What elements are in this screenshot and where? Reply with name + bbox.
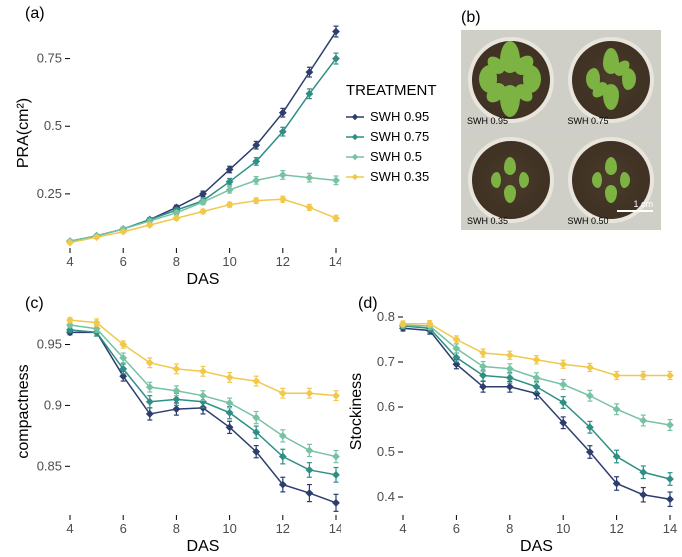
panel-a: 4 6 8 10 12 14 0.25 0.5 0.75 DAS PRA(cm²) (a) bbox=[0, 0, 341, 290]
svg-text:8: 8 bbox=[173, 521, 180, 536]
svg-text:SWH 0.75: SWH 0.75 bbox=[370, 129, 429, 144]
svg-text:0.9: 0.9 bbox=[44, 397, 62, 412]
svg-text:14: 14 bbox=[329, 254, 341, 269]
photo-grid: SWH 0.95 SWH 0.75 SWH 0.35 SWH 0.50 1 cm bbox=[461, 30, 661, 230]
pot-label: SWH 0.95 bbox=[467, 116, 508, 126]
svg-text:DAS: DAS bbox=[520, 538, 553, 555]
panel-d: 4 6 8 10 12 14 0.4 0.5 0.6 0.7 0.8 DAS Stockiness (d) bbox=[341, 290, 682, 557]
figure-container: 4 6 8 10 12 14 0.25 0.5 0.75 DAS PRA(cm²) (a) (b) TR… bbox=[0, 0, 682, 557]
panel-a-svg: 4 6 8 10 12 14 0.25 0.5 0.75 DAS PRA(cm²) (a) bbox=[0, 0, 341, 290]
svg-text:0.8: 0.8 bbox=[377, 309, 395, 324]
svg-text:0.95: 0.95 bbox=[37, 337, 62, 352]
svg-text:PRA(cm²): PRA(cm²) bbox=[15, 98, 32, 168]
svg-text:6: 6 bbox=[120, 254, 127, 269]
pot: SWH 0.75 bbox=[562, 30, 662, 130]
svg-text:8: 8 bbox=[506, 521, 513, 536]
svg-text:0.5: 0.5 bbox=[377, 444, 395, 459]
svg-text:(c): (c) bbox=[25, 295, 44, 312]
panel-c-svg: 4 6 8 10 12 14 0.85 0.9 0.95 DAS compactness (c) bbox=[0, 290, 341, 557]
pot-label: SWH 0.35 bbox=[467, 216, 508, 226]
svg-text:compactness: compactness bbox=[15, 364, 32, 458]
svg-text:SWH 0.35: SWH 0.35 bbox=[370, 169, 429, 184]
svg-text:10: 10 bbox=[222, 254, 236, 269]
svg-text:SWH 0.5: SWH 0.5 bbox=[370, 149, 422, 164]
svg-text:10: 10 bbox=[556, 521, 570, 536]
pot: SWH 0.50 1 cm bbox=[562, 131, 662, 231]
svg-text:12: 12 bbox=[609, 521, 623, 536]
svg-text:DAS: DAS bbox=[187, 271, 220, 288]
svg-text:0.4: 0.4 bbox=[377, 489, 395, 504]
svg-text:(a): (a) bbox=[25, 5, 45, 22]
svg-text:14: 14 bbox=[663, 521, 677, 536]
svg-text:6: 6 bbox=[453, 521, 460, 536]
panel-b: (b) TREATMENT SWH 0.95 SWH 0.75 SWH 0.5 SWH 0… bbox=[341, 0, 682, 290]
scalebar-label: 1 cm bbox=[633, 199, 653, 209]
svg-text:TREATMENT: TREATMENT bbox=[346, 82, 437, 99]
svg-text:DAS: DAS bbox=[187, 538, 220, 555]
svg-text:12: 12 bbox=[276, 521, 290, 536]
svg-text:0.75: 0.75 bbox=[37, 51, 62, 66]
svg-text:10: 10 bbox=[222, 521, 236, 536]
svg-text:8: 8 bbox=[173, 254, 180, 269]
scalebar bbox=[617, 210, 653, 212]
svg-text:(d): (d) bbox=[358, 295, 378, 312]
svg-text:6: 6 bbox=[120, 521, 127, 536]
svg-text:14: 14 bbox=[329, 521, 341, 536]
svg-text:0.25: 0.25 bbox=[37, 186, 62, 201]
svg-text:0.85: 0.85 bbox=[37, 458, 62, 473]
svg-text:4: 4 bbox=[66, 254, 73, 269]
svg-text:4: 4 bbox=[399, 521, 406, 536]
svg-text:(b): (b) bbox=[461, 9, 481, 26]
svg-text:4: 4 bbox=[66, 521, 73, 536]
pot: SWH 0.35 bbox=[461, 131, 561, 231]
svg-text:0.7: 0.7 bbox=[377, 354, 395, 369]
svg-text:12: 12 bbox=[276, 254, 290, 269]
svg-text:0.5: 0.5 bbox=[44, 118, 62, 133]
panel-c: 4 6 8 10 12 14 0.85 0.9 0.95 DAS compactness (c) bbox=[0, 290, 341, 557]
panel-d-svg: 4 6 8 10 12 14 0.4 0.5 0.6 0.7 0.8 DAS Stockiness (d) bbox=[341, 290, 682, 557]
svg-text:SWH 0.95: SWH 0.95 bbox=[370, 109, 429, 124]
svg-text:Stockiness: Stockiness bbox=[348, 373, 365, 450]
svg-text:0.6: 0.6 bbox=[377, 399, 395, 414]
pot: SWH 0.95 bbox=[461, 30, 561, 130]
pot-label: SWH 0.50 bbox=[568, 216, 609, 226]
pot-label: SWH 0.75 bbox=[568, 116, 609, 126]
